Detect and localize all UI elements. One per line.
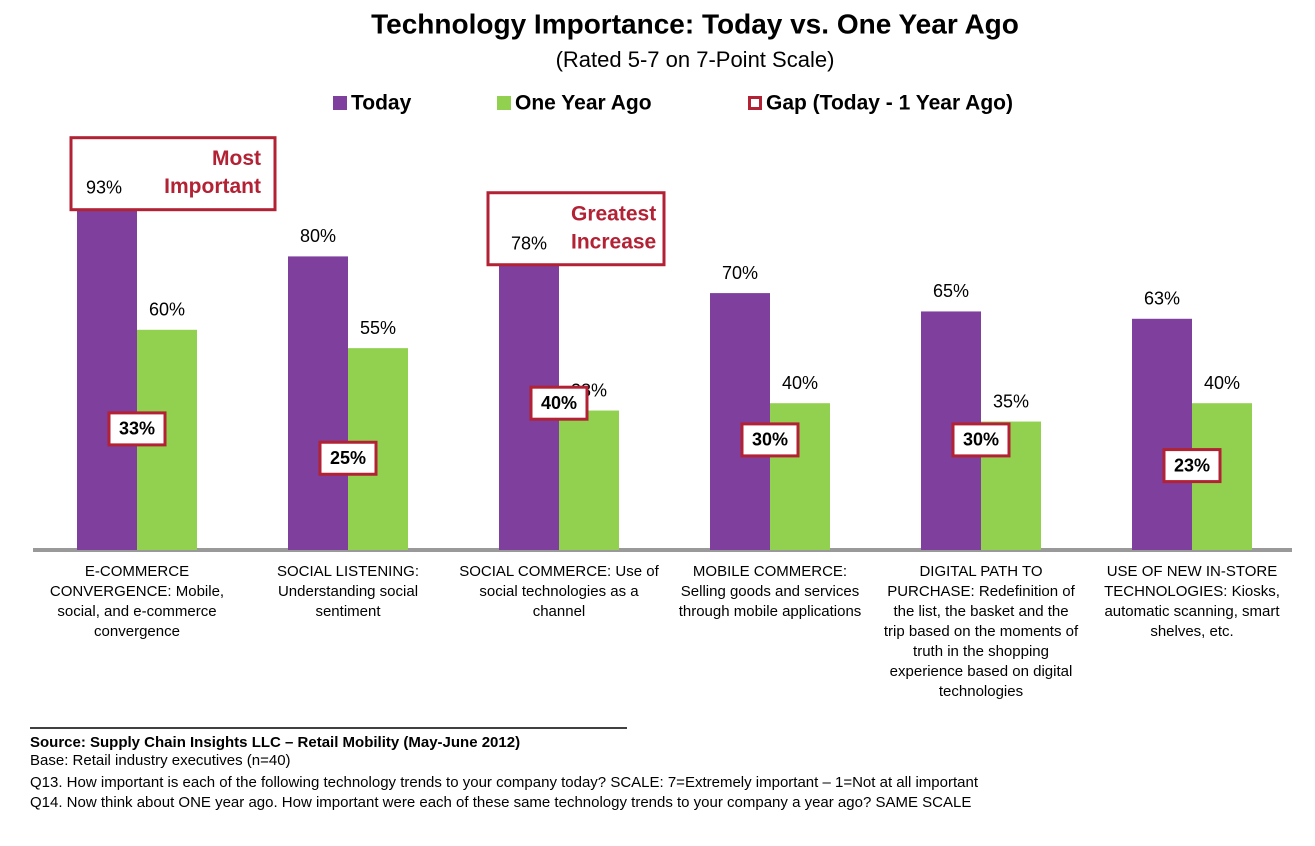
x-tick-label: E-COMMERCE CONVERGENCE: Mobile, social, … [49,563,225,640]
bar [559,410,619,550]
gap-label: 33% [119,419,155,439]
chart-subtitle: (Rated 5-7 on 7-Point Scale) [556,47,835,72]
gap-box [740,422,800,458]
gap-box [318,440,378,476]
x-tick-label: DIGITAL PATH TO PURCHASE: Redefinition o… [883,563,1079,700]
legend-swatch [748,96,762,110]
annotation-text: Greatest [571,202,656,225]
value-label: 80% [300,226,336,246]
value-label: 65% [933,281,969,301]
x-tick-label: MOBILE COMMERCE: Selling goods and servi… [678,563,862,620]
legend-label: One Year Ago [515,92,652,115]
gap-label: 40% [541,393,577,413]
annotation-text: Increase [571,230,656,253]
annotation-text: Most [212,147,261,170]
footnote: Q14. Now think about ONE year ago. How i… [30,794,972,811]
annotation-box [486,191,666,267]
bar [1132,318,1192,550]
annotation-box [69,136,277,212]
bar [77,208,137,550]
x-tick-label: SOCIAL COMMERCE: Use of social technolog… [459,563,659,620]
legend-label: Gap (Today - 1 Year Ago) [766,92,1013,115]
bar [710,293,770,550]
footnote: Base: Retail industry executives (n=40) [30,752,291,769]
gap-box [529,385,589,421]
x-tick-label: USE OF NEW IN-STORE TECHNOLOGIES: Kiosks… [1104,563,1280,640]
chart-title: Technology Importance: Today vs. One Yea… [371,8,1019,39]
value-label: 40% [782,373,818,393]
gap-label: 23% [1174,455,1210,475]
footnote: Source: Supply Chain Insights LLC – Reta… [30,734,521,751]
gap-label: 30% [963,430,999,450]
gap-label: 25% [330,448,366,468]
footnote: Q13. How important is each of the follow… [30,774,978,791]
gap-label: 30% [752,430,788,450]
gap-box [951,422,1011,458]
legend-swatch [497,96,511,110]
annotation-text: Important [164,175,261,198]
value-label: 63% [1144,289,1180,309]
x-tick-label: SOCIAL LISTENING: Understanding social s… [277,563,419,620]
gap-box [107,411,167,447]
gap-box [1162,448,1222,484]
legend-swatch [333,96,347,110]
value-label: 93% [86,177,122,197]
bar [288,256,348,550]
legend-label: Today [351,92,412,115]
value-label: 35% [993,391,1029,411]
value-label: 78% [511,233,547,253]
value-label: 70% [722,263,758,283]
value-label: 55% [360,318,396,338]
value-label: 60% [149,300,185,320]
value-label: 40% [1204,373,1240,393]
